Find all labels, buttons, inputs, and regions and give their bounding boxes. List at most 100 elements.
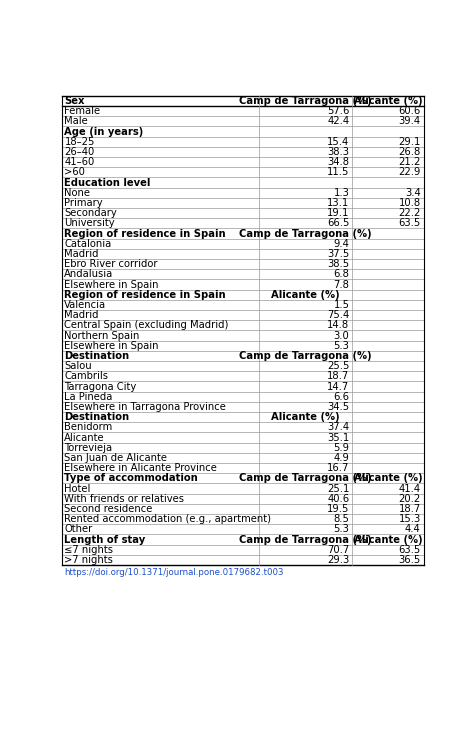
Text: Other: Other [64,525,92,534]
Text: Education level: Education level [64,177,151,188]
Text: 22.9: 22.9 [398,168,421,177]
Text: Catalonia: Catalonia [64,239,112,249]
Text: Second residence: Second residence [64,504,153,514]
Text: 15.4: 15.4 [327,137,349,147]
Text: Cambrils: Cambrils [64,371,109,381]
Text: 8.5: 8.5 [334,514,349,524]
Text: With friends or relatives: With friends or relatives [64,493,184,504]
Text: Alicante (%): Alicante (%) [271,290,340,300]
Text: 18.7: 18.7 [399,504,421,514]
Text: Hotel: Hotel [64,484,91,493]
Text: Elsewhere in Spain: Elsewhere in Spain [64,341,159,351]
Text: University: University [64,218,115,229]
Text: Male: Male [64,116,88,126]
Text: 75.4: 75.4 [327,310,349,320]
Text: 14.8: 14.8 [328,321,349,330]
Text: 41–60: 41–60 [64,157,95,167]
Text: Type of accommodation: Type of accommodation [64,473,198,483]
Text: Sex: Sex [64,96,85,106]
Text: Camp de Tarragona (%): Camp de Tarragona (%) [239,534,372,545]
Text: 26–40: 26–40 [64,147,95,157]
Text: 34.5: 34.5 [328,402,349,412]
Text: 25.1: 25.1 [327,484,349,493]
Text: 19.1: 19.1 [327,209,349,218]
Text: Tarragona City: Tarragona City [64,381,137,392]
Text: Madrid: Madrid [64,310,99,320]
Text: Alicante (%): Alicante (%) [271,412,340,422]
Text: 9.4: 9.4 [334,239,349,249]
Text: Salou: Salou [64,361,92,371]
Text: 66.5: 66.5 [327,218,349,229]
Text: Destination: Destination [64,412,129,422]
Text: 63.5: 63.5 [399,545,421,555]
Text: Length of stay: Length of stay [64,534,146,545]
Text: Alicante (%): Alicante (%) [354,96,422,106]
Text: 3.0: 3.0 [334,330,349,341]
Text: 41.4: 41.4 [399,484,421,493]
Text: Destination: Destination [64,351,129,361]
Text: Female: Female [64,106,100,116]
Text: 16.7: 16.7 [327,463,349,473]
Text: 35.1: 35.1 [327,433,349,442]
Text: 29.3: 29.3 [327,555,349,565]
Text: Camp de Tarragona (%): Camp de Tarragona (%) [239,351,372,361]
Text: >60: >60 [64,168,85,177]
Text: Benidorm: Benidorm [64,422,113,433]
Text: 14.7: 14.7 [327,381,349,392]
Text: Age (in years): Age (in years) [64,127,144,137]
Text: 29.1: 29.1 [398,137,421,147]
Text: 25.5: 25.5 [327,361,349,371]
Text: 63.5: 63.5 [399,218,421,229]
Text: 57.6: 57.6 [327,106,349,116]
Text: 22.2: 22.2 [398,209,421,218]
Text: La Pineda: La Pineda [64,392,113,401]
Text: Primary: Primary [64,198,103,208]
Text: 13.1: 13.1 [327,198,349,208]
Text: 37.5: 37.5 [327,249,349,259]
Text: 38.5: 38.5 [328,259,349,269]
Text: 1.3: 1.3 [334,188,349,198]
Text: None: None [64,188,91,198]
Text: Andalusia: Andalusia [64,269,114,280]
Text: 60.6: 60.6 [399,106,421,116]
Text: 10.8: 10.8 [399,198,421,208]
Text: San Juan de Alicante: San Juan de Alicante [64,453,167,463]
Text: Elsewhere in Alicante Province: Elsewhere in Alicante Province [64,463,217,473]
Text: 4.9: 4.9 [334,453,349,463]
Text: 19.5: 19.5 [327,504,349,514]
Text: Elsewhere in Tarragona Province: Elsewhere in Tarragona Province [64,402,226,412]
Text: >7 nights: >7 nights [64,555,113,565]
Text: 7.8: 7.8 [334,280,349,289]
Text: Central Spain (excluding Madrid): Central Spain (excluding Madrid) [64,321,229,330]
Text: Ebro River corridor: Ebro River corridor [64,259,158,269]
Text: 5.3: 5.3 [334,525,349,534]
Text: 15.3: 15.3 [399,514,421,524]
Text: 26.8: 26.8 [399,147,421,157]
Text: Elsewhere in Spain: Elsewhere in Spain [64,280,159,289]
Text: Alicante: Alicante [64,433,105,442]
Text: Camp de Tarragona (%): Camp de Tarragona (%) [239,473,372,483]
Text: Northern Spain: Northern Spain [64,330,140,341]
Text: 18.7: 18.7 [327,371,349,381]
Text: 39.4: 39.4 [399,116,421,126]
Text: Torrevieja: Torrevieja [64,443,112,453]
Text: Valencia: Valencia [64,300,107,310]
Text: 20.2: 20.2 [399,493,421,504]
Text: Madrid: Madrid [64,249,99,259]
Text: Camp de Tarragona (%): Camp de Tarragona (%) [239,96,372,106]
Text: Camp de Tarragona (%): Camp de Tarragona (%) [239,229,372,239]
Text: 42.4: 42.4 [328,116,349,126]
Text: 38.3: 38.3 [328,147,349,157]
Text: 3.4: 3.4 [405,188,421,198]
Text: 37.4: 37.4 [328,422,349,433]
Text: 18–25: 18–25 [64,137,95,147]
Text: https://doi.org/10.1371/journal.pone.0179682.t003: https://doi.org/10.1371/journal.pone.017… [64,568,284,577]
Text: Region of residence in Spain: Region of residence in Spain [64,290,226,300]
Text: Region of residence in Spain: Region of residence in Spain [64,229,226,239]
Text: 6.6: 6.6 [333,392,349,401]
Text: 21.2: 21.2 [398,157,421,167]
Text: 5.3: 5.3 [334,341,349,351]
Text: 70.7: 70.7 [327,545,349,555]
Text: 5.9: 5.9 [333,443,349,453]
Text: 34.8: 34.8 [328,157,349,167]
